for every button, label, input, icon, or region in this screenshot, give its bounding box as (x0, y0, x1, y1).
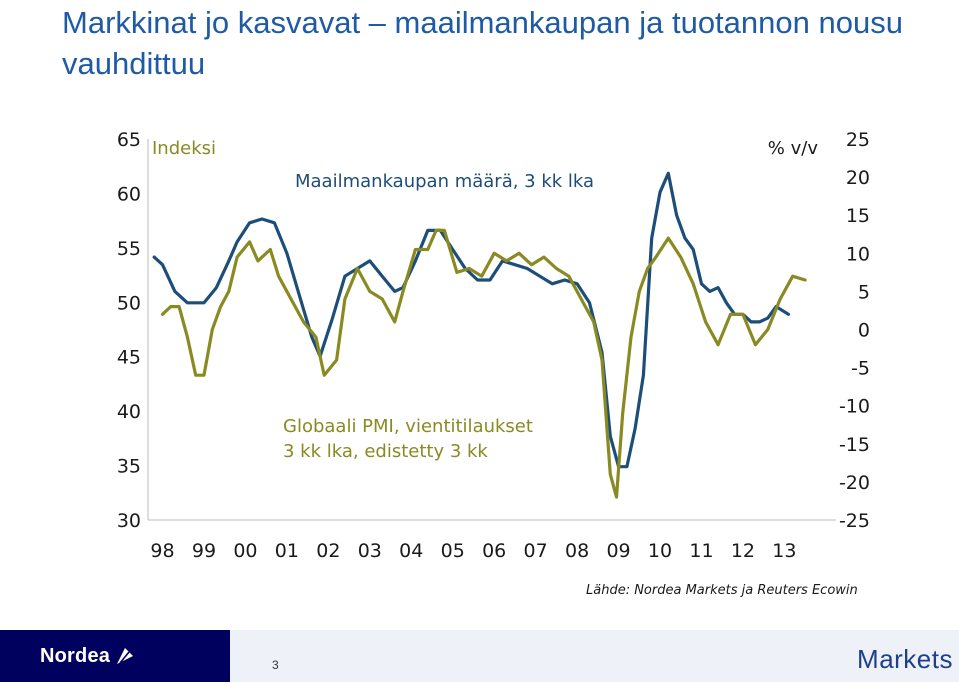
pmi-series-label-line1: Globaali PMI, vientitilaukset (283, 416, 533, 437)
nordea-logo: Nordea (40, 645, 135, 668)
x-tick-label: 10 (648, 540, 672, 562)
x-tick-label: 01 (275, 540, 299, 562)
footer-brand-panel: Nordea (0, 630, 230, 682)
right-tick-label: -10 (839, 396, 870, 418)
left-tick-label: 30 (117, 510, 141, 532)
pmi-series-label-line2: 3 kk lka, edistetty 3 kk (283, 441, 488, 462)
right-tick-label: 25 (846, 129, 870, 151)
right-tick-label: -5 (851, 358, 870, 380)
pmi-series-line (160, 228, 807, 499)
nordea-wordmark: Nordea (40, 644, 111, 667)
right-axis-label: % v/v (768, 138, 819, 159)
right-tick-label: -20 (839, 472, 870, 494)
left-tick-label: 35 (117, 456, 141, 478)
nordea-sail-icon (117, 648, 134, 664)
x-tick-label: 12 (731, 540, 755, 562)
source-note: Lähde: Nordea Markets ja Reuters Ecowin (586, 583, 858, 598)
x-tick-label: 11 (689, 540, 713, 562)
x-tick-label: 07 (524, 540, 548, 562)
x-tick-label: 02 (316, 540, 340, 562)
chart-frame (147, 139, 836, 521)
right-tick-label: 20 (846, 167, 870, 189)
page-title: Markkinat jo kasvavat – maailmankaupan j… (62, 5, 903, 81)
right-axis: 25 20 15 10 5 0 -5 -10 -15 -20 -25 (839, 129, 870, 532)
x-tick-label: 06 (482, 540, 506, 562)
x-tick-label: 08 (565, 540, 589, 562)
right-tick-label: 5 (858, 281, 870, 303)
trade-series-line (152, 171, 791, 469)
series-layer (152, 171, 807, 499)
x-tick-label: 09 (606, 540, 630, 562)
x-axis: 98 99 00 01 02 03 04 05 06 07 08 09 10 11 12 13 (150, 540, 796, 562)
x-tick-label: 04 (399, 540, 423, 562)
left-axis: 65 60 55 50 45 40 35 30 (117, 129, 141, 532)
right-tick-label: 15 (846, 205, 870, 227)
footer: Nordea 3 Markets (0, 630, 959, 682)
left-tick-label: 65 (117, 129, 141, 151)
right-tick-label: -25 (839, 510, 870, 532)
x-tick-label: 99 (192, 540, 216, 562)
left-tick-label: 60 (117, 183, 141, 205)
x-tick-label: 05 (441, 540, 465, 562)
x-tick-label: 03 (358, 540, 382, 562)
trade-series-label: Maailmankaupan määrä, 3 kk lka (295, 171, 594, 192)
right-tick-label: 10 (846, 243, 870, 265)
left-tick-label: 45 (117, 347, 141, 369)
left-tick-label: 40 (117, 401, 141, 423)
markets-logo: Markets (857, 644, 953, 674)
left-axis-label: Indeksi (152, 138, 216, 159)
right-tick-label: 0 (858, 320, 870, 342)
left-tick-label: 50 (117, 292, 141, 314)
x-tick-label: 00 (233, 540, 257, 562)
left-tick-label: 55 (117, 238, 141, 260)
x-tick-label: 13 (772, 540, 796, 562)
right-tick-label: -15 (839, 434, 870, 456)
page-number: 3 (272, 658, 279, 672)
x-tick-label: 98 (150, 540, 174, 562)
